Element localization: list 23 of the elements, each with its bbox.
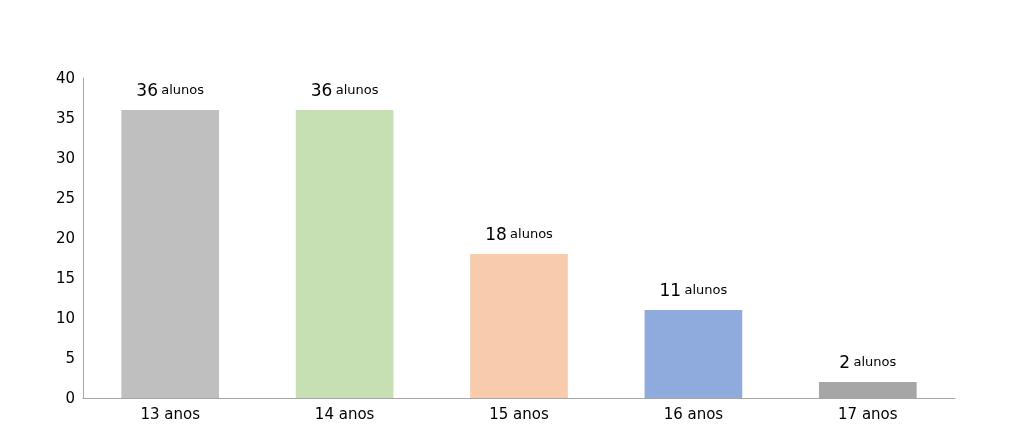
y-tick-label: 10	[55, 309, 75, 327]
x-tick-label: 17 anos	[838, 404, 898, 423]
y-tick-label: 15	[55, 269, 75, 287]
bar	[470, 254, 568, 398]
data-label: 36 alunos	[310, 79, 379, 100]
y-tick-label: 20	[55, 229, 75, 247]
bar	[644, 310, 743, 398]
bar	[121, 110, 220, 398]
y-tick-label: 40	[55, 69, 75, 87]
y-tick-label: 30	[55, 149, 75, 167]
x-tick-label: 15 anos	[489, 404, 549, 423]
data-label: 2 alunos	[839, 351, 897, 372]
y-tick-label: 5	[65, 349, 75, 367]
x-tick-label: 14 anos	[314, 404, 375, 423]
y-tick-label: 35	[55, 109, 75, 127]
x-tick-label: 13 anos	[140, 404, 201, 423]
data-label: 36 alunos	[136, 79, 205, 100]
y-tick-label: 0	[65, 389, 75, 407]
data-label: 18 alunos	[485, 223, 554, 244]
y-tick-label: 25	[55, 189, 75, 207]
data-label: 11 alunos	[659, 279, 728, 300]
x-tick-label: 16 anos	[663, 404, 724, 423]
bar	[295, 110, 394, 398]
